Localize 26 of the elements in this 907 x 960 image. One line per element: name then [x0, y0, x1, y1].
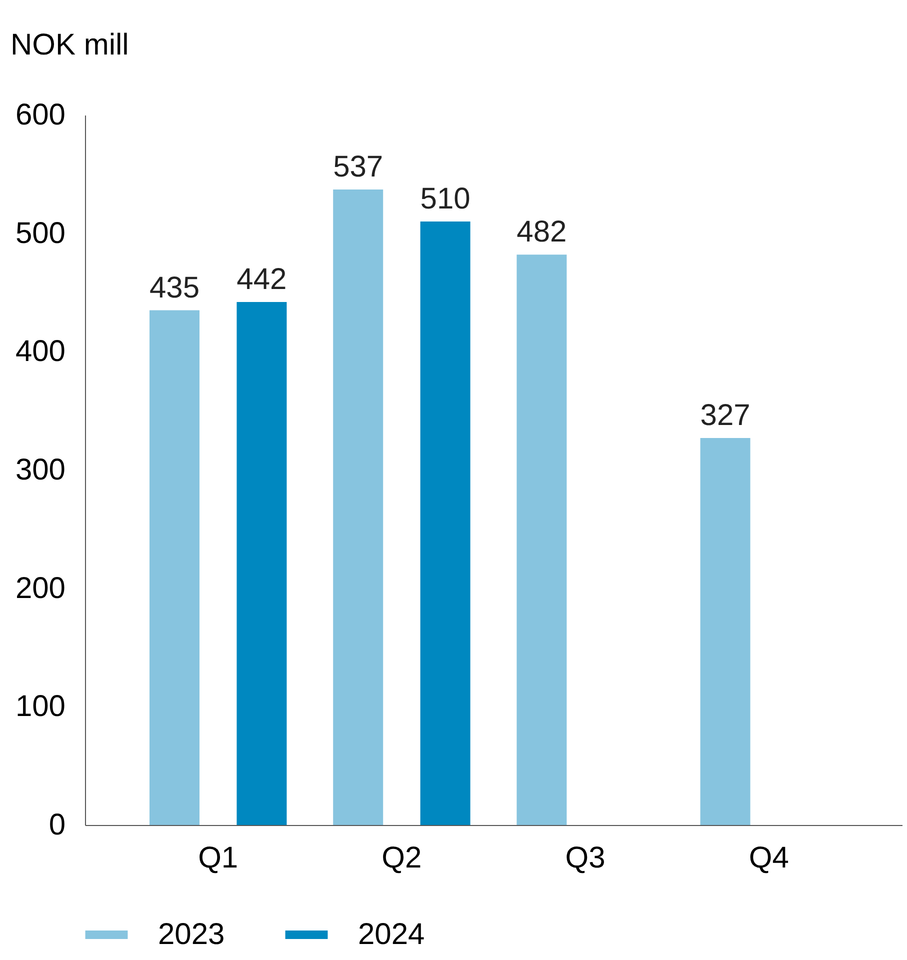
- data-label: 510: [420, 182, 470, 216]
- y-tick-label: 600: [15, 98, 66, 132]
- data-label: 482: [516, 216, 567, 249]
- x-tick-label: Q2: [382, 842, 422, 874]
- y-tick-label: 300: [15, 454, 66, 486]
- data-label: 327: [700, 399, 750, 432]
- y-tick-label: 0: [48, 808, 66, 842]
- bar: [150, 310, 200, 825]
- legend-label: 2023: [158, 918, 225, 951]
- bar: [420, 222, 470, 825]
- bar: [516, 254, 567, 825]
- y-axis-title: NOK mill: [10, 28, 129, 62]
- y-tick-label: 500: [15, 216, 66, 250]
- x-tick-label: Q4: [748, 842, 789, 874]
- y-tick-label: 100: [15, 690, 66, 724]
- data-label: 442: [236, 262, 287, 296]
- data-label: 435: [149, 271, 200, 304]
- x-tick-label: Q1: [198, 842, 238, 874]
- bar: [236, 302, 287, 825]
- x-tick-label: Q3: [565, 842, 606, 874]
- bar: [333, 190, 384, 825]
- y-tick-label: 400: [15, 335, 66, 368]
- data-label: 537: [333, 150, 384, 184]
- y-tick-label: 200: [15, 572, 66, 605]
- bar: [700, 438, 750, 825]
- legend-label: 2024: [358, 918, 425, 951]
